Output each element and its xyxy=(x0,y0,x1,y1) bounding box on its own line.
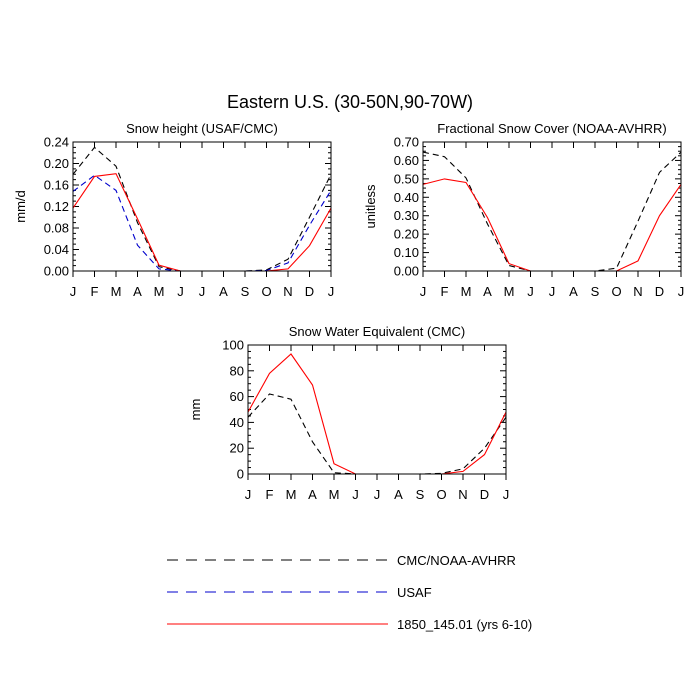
chart-title: Snow Water Equivalent (CMC) xyxy=(289,324,466,339)
y-tick-label: 0.00 xyxy=(44,264,69,279)
x-tick-label: M xyxy=(461,284,472,299)
y-axis-label: unitless xyxy=(363,184,378,229)
y-tick-label: 0.20 xyxy=(394,227,419,242)
x-tick-label: J xyxy=(199,284,206,299)
series-line-usaf xyxy=(72,174,332,272)
x-tick-label: O xyxy=(436,487,446,502)
series-line-cmc-noaa-avhrr xyxy=(72,146,332,272)
y-tick-label: 0.30 xyxy=(394,208,419,223)
x-tick-label: D xyxy=(305,284,314,299)
x-tick-label: S xyxy=(591,284,600,299)
x-tick-label: M xyxy=(286,487,297,502)
plot-frame xyxy=(247,344,507,475)
y-tick-label: 80 xyxy=(230,363,244,378)
series-line-1850-145-01-yrs-6-10- xyxy=(422,178,682,272)
x-tick-label: J xyxy=(503,487,510,502)
x-tick-label: O xyxy=(611,284,621,299)
x-tick-label: A xyxy=(308,487,317,502)
y-axis-label: mm xyxy=(188,399,203,421)
x-tick-label: J xyxy=(678,284,685,299)
y-tick-label: 60 xyxy=(230,389,244,404)
x-tick-label: J xyxy=(177,284,184,299)
x-tick-label: J xyxy=(374,487,381,502)
x-tick-label: J xyxy=(70,284,77,299)
x-tick-label: J xyxy=(245,487,252,502)
y-tick-label: 0.16 xyxy=(44,178,69,193)
chart-fractional-snow-cover: Fractional Snow Cover (NOAA-AVHRR) unitle… xyxy=(363,121,684,299)
x-tick-label: F xyxy=(91,284,99,299)
legend-label: USAF xyxy=(397,585,432,600)
chart-snow-height: Snow height (USAF/CMC) mm/d 0.00 0.04 0.08 0.… xyxy=(13,121,334,299)
x-tick-label: D xyxy=(655,284,664,299)
y-tick-label: 0.20 xyxy=(44,156,69,171)
y-tick-label: 0.50 xyxy=(394,171,419,186)
y-tick-label: 0.00 xyxy=(394,264,419,279)
x-tick-label: A xyxy=(219,284,228,299)
chart-snow-water-equivalent: Snow Water Equivalent (CMC) mm 0 20 40 60 80 10… xyxy=(188,324,509,502)
plot-frame xyxy=(72,141,332,272)
x-tick-label: J xyxy=(420,284,427,299)
x-tick-label: F xyxy=(266,487,274,502)
plot-frame xyxy=(422,141,682,272)
y-tick-label: 0.04 xyxy=(44,242,69,257)
x-tick-label: S xyxy=(241,284,250,299)
y-tick-label: 0.70 xyxy=(394,135,419,150)
chart-title: Fractional Snow Cover (NOAA-AVHRR) xyxy=(437,121,666,136)
series-line-1850-145-01-yrs-6-10- xyxy=(247,353,507,475)
y-tick-label: 100 xyxy=(222,338,244,353)
y-tick-label: 0.12 xyxy=(44,199,69,214)
x-tick-label: D xyxy=(480,487,489,502)
x-tick-label: S xyxy=(416,487,425,502)
y-tick-label: 20 xyxy=(230,441,244,456)
y-axis-label: mm/d xyxy=(13,190,28,223)
y-tick-label: 40 xyxy=(230,415,244,430)
x-tick-label: J xyxy=(549,284,556,299)
y-tick-label: 0.08 xyxy=(44,221,69,236)
x-tick-label: A xyxy=(569,284,578,299)
x-tick-label: N xyxy=(458,487,467,502)
x-tick-label: M xyxy=(504,284,515,299)
x-tick-label: O xyxy=(261,284,271,299)
x-tick-label: A xyxy=(394,487,403,502)
x-tick-label: N xyxy=(283,284,292,299)
chart-title: Snow height (USAF/CMC) xyxy=(126,121,278,136)
legend-label: CMC/NOAA-AVHRR xyxy=(397,553,516,568)
x-tick-label: A xyxy=(133,284,142,299)
x-tick-label: M xyxy=(154,284,165,299)
x-tick-label: J xyxy=(352,487,359,502)
x-tick-label: N xyxy=(633,284,642,299)
x-tick-label: A xyxy=(483,284,492,299)
x-tick-label: M xyxy=(329,487,340,502)
x-tick-label: J xyxy=(328,284,335,299)
series-line-cmc-noaa-avhrr xyxy=(247,393,507,475)
y-tick-label: 0.24 xyxy=(44,135,69,150)
y-tick-label: 0.10 xyxy=(394,245,419,260)
figure-title: Eastern U.S. (30-50N,90-70W) xyxy=(227,92,473,112)
x-tick-label: J xyxy=(527,284,534,299)
x-tick-label: M xyxy=(111,284,122,299)
y-tick-label: 0 xyxy=(237,467,244,482)
x-tick-label: F xyxy=(441,284,449,299)
legend-label: 1850_145.01 (yrs 6-10) xyxy=(397,617,532,632)
y-tick-label: 0.40 xyxy=(394,190,419,205)
series-line-cmc-noaa-avhrr xyxy=(422,151,682,272)
y-tick-label: 0.60 xyxy=(394,153,419,168)
legend: CMC/NOAA-AVHRR USAF 1850_145.01 (yrs 6-10) xyxy=(167,553,532,632)
